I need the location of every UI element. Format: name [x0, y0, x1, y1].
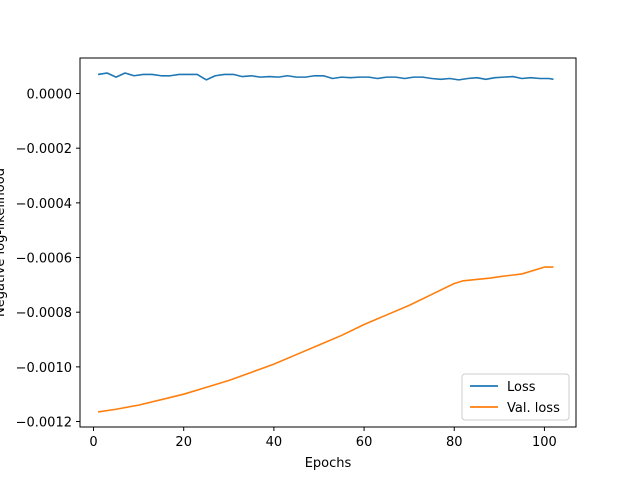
series-layer: [97, 72, 554, 413]
x-tick-label: 100: [532, 435, 557, 450]
x-axis: 0 20 40 60 80 100: [89, 427, 557, 450]
x-axis-title: Epochs: [305, 456, 352, 471]
y-tick-label: −0.0012: [16, 416, 72, 431]
y-tick-label: 0.0000: [27, 88, 73, 103]
y-tick-label: −0.0008: [16, 306, 72, 321]
y-tick-label: −0.0006: [16, 252, 72, 267]
legend: Loss Val. loss: [461, 373, 570, 421]
legend-label-loss: Loss: [507, 380, 536, 395]
y-tick-label: −0.0004: [16, 197, 72, 212]
plot-area-frame: [79, 57, 577, 428]
x-tick-label: 60: [356, 435, 373, 450]
x-tick-label: 40: [266, 435, 283, 450]
y-axis: 0.0000 −0.0002 −0.0004 −0.0006 −0.0008 −0.001…: [16, 88, 80, 431]
series-line-loss: [97, 72, 554, 81]
legend-label-val-loss: Val. loss: [507, 401, 560, 416]
y-tick-label: −0.0010: [16, 361, 72, 376]
y-tick-label: −0.0002: [16, 142, 72, 157]
x-tick-label: 20: [175, 435, 192, 450]
y-axis-title: Negative log-likelihood: [0, 168, 8, 317]
x-tick-label: 80: [446, 435, 463, 450]
series-line-val-loss: [97, 266, 554, 413]
x-tick-label: 0: [89, 435, 97, 450]
